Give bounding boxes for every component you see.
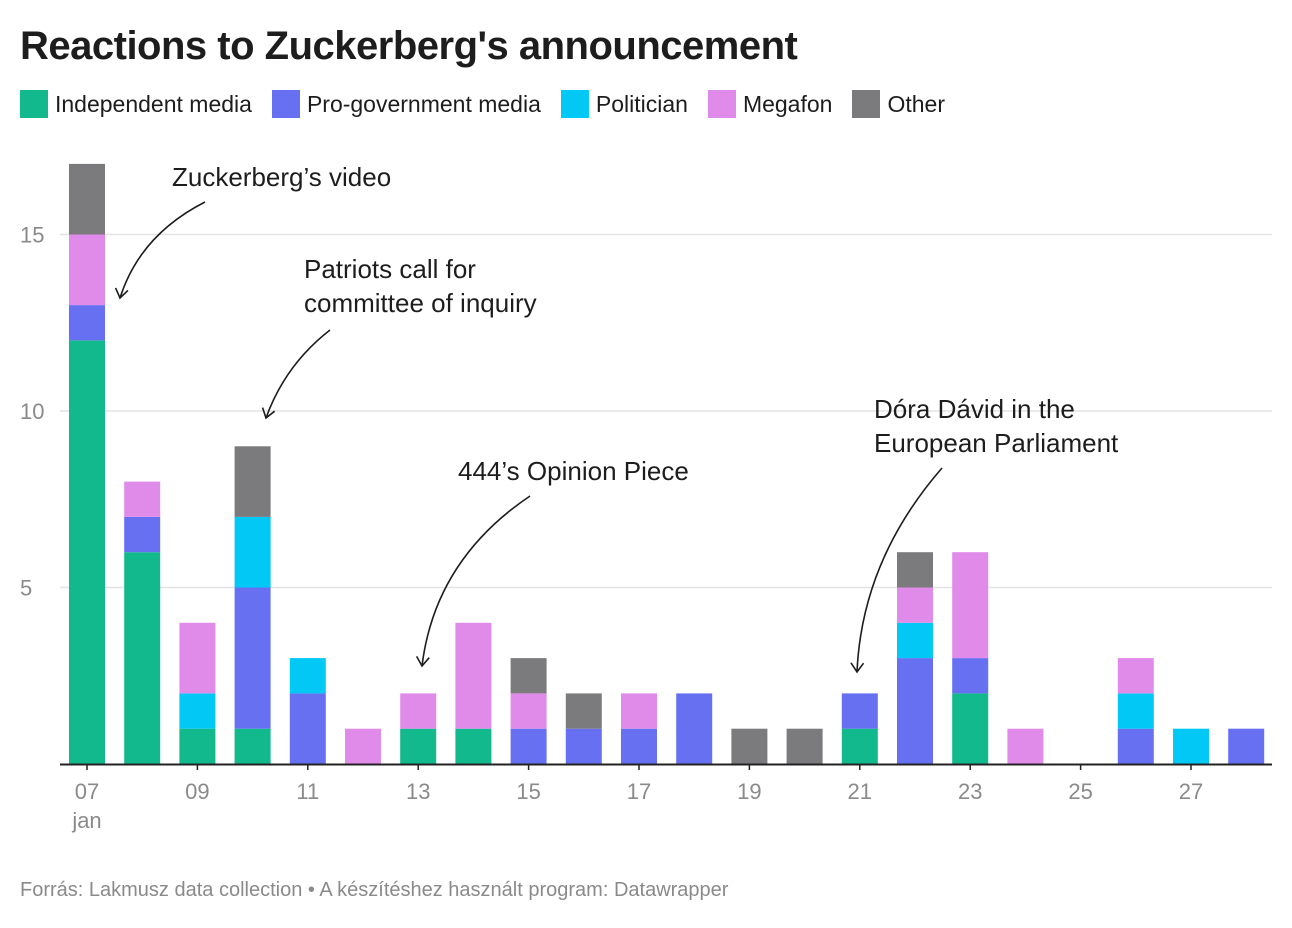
legend-swatch	[20, 90, 48, 118]
x-tick-label: 13	[406, 779, 430, 804]
bar-segment	[234, 446, 271, 517]
annotation-arrowhead	[415, 656, 430, 668]
annotation-arrow	[119, 201, 206, 299]
bar-segment	[676, 693, 713, 764]
y-tick-label: 5	[20, 576, 32, 601]
legend-swatch	[852, 90, 881, 118]
annotation-label: European Parliament	[874, 428, 1119, 458]
x-tick-label: 19	[737, 779, 761, 804]
x-tick-label: 17	[627, 779, 651, 804]
chart-title: Reactions to Zuckerberg's announcement	[20, 24, 798, 68]
bar-segment	[786, 728, 823, 764]
legend-item: Pro-government media	[271, 90, 541, 118]
annotation-arrowhead	[850, 662, 865, 674]
legend-item: Other	[852, 90, 945, 118]
legend-label: Independent media	[55, 90, 252, 117]
bar-segment	[345, 728, 381, 764]
bar-segment	[1117, 728, 1154, 764]
x-tick-label: 09	[185, 779, 209, 804]
legend-item: Independent media	[20, 90, 252, 118]
bar-segment	[510, 728, 547, 764]
bar-segment	[1117, 658, 1154, 694]
x-tick-label: 23	[958, 779, 982, 804]
bar-segment	[289, 693, 326, 764]
annotation-arrowhead	[114, 287, 129, 300]
bar-segment	[621, 728, 657, 764]
bar-segment	[897, 658, 933, 764]
annotation-arrow	[421, 495, 531, 667]
x-tick-label: 15	[516, 779, 540, 804]
bar-segment	[124, 481, 161, 517]
bar-segment	[179, 693, 216, 729]
x-tick-label: 21	[848, 779, 872, 804]
bar-segment	[510, 658, 547, 694]
bar-segment	[124, 552, 161, 764]
bar-segment	[565, 693, 602, 729]
x-tick-sublabel: jan	[71, 808, 101, 833]
legend-item: Politician	[560, 90, 688, 118]
bar-segment	[179, 728, 216, 764]
x-tick-label: 27	[1179, 779, 1203, 804]
bar-segment	[69, 234, 105, 306]
bar-segment	[455, 622, 492, 729]
bar-segment	[841, 728, 878, 764]
y-tick-label: 10	[20, 399, 44, 424]
x-tick-label: 25	[1068, 779, 1092, 804]
legend-label: Megafon	[742, 90, 833, 117]
bar-segment	[69, 340, 105, 764]
annotation-arrowhead	[261, 407, 276, 420]
legend-label: Pro-government media	[306, 90, 541, 117]
bar-segment	[179, 622, 216, 694]
annotation-label: 444’s Opinion Piece	[458, 456, 689, 486]
annotation-label: Patriots call for	[304, 254, 476, 284]
bar-segment	[1117, 693, 1154, 729]
bar-segment	[1173, 728, 1209, 764]
bar-segment	[234, 516, 271, 588]
bar-segment	[952, 658, 989, 694]
bar-segment	[234, 728, 271, 764]
bar-segment	[69, 305, 105, 341]
x-tick-label: 11	[296, 779, 319, 804]
legend-swatch	[271, 90, 300, 118]
bar-segment	[897, 552, 933, 588]
bar-segment	[1228, 728, 1265, 764]
bar-segment	[952, 552, 989, 659]
annotation-arrow	[265, 329, 331, 419]
bar-segment	[124, 516, 161, 553]
chart-area: 5 10 15 07 09 11 13 15 17 19 21 23 25 27 jan Zuckerberg…	[20, 162, 1272, 833]
bar-segment	[289, 658, 326, 694]
source-note: Forrás: Lakmusz data collection • A kész…	[20, 879, 729, 901]
legend-item: Megafon	[707, 90, 833, 118]
legend-swatch	[560, 90, 589, 118]
bar-segment	[897, 622, 933, 659]
bar-segment	[400, 728, 437, 764]
bar-segment	[621, 693, 657, 729]
bar-segment	[565, 728, 602, 764]
legend-swatch	[707, 90, 736, 118]
legend-label: Other	[887, 90, 945, 117]
bar-segment	[1007, 728, 1044, 764]
x-tick-label: 07	[75, 779, 99, 804]
bar-segment	[400, 693, 437, 729]
y-tick-label: 15	[20, 223, 44, 248]
legend: Independent media Pro-government media Pol…	[20, 90, 965, 118]
bar-segment	[841, 693, 878, 729]
bar-segment	[69, 163, 105, 235]
bar-segment	[455, 728, 492, 764]
bar-segment	[952, 693, 989, 764]
bar-segment	[897, 587, 933, 623]
annotation-label: Zuckerberg’s video	[172, 162, 391, 192]
bar-segment	[234, 587, 271, 729]
legend-label: Politician	[595, 90, 688, 117]
annotation-label: Dóra Dávid in the	[874, 394, 1075, 424]
bar-segment	[731, 728, 768, 764]
annotation-arrow	[856, 467, 943, 673]
bar-segment	[510, 693, 547, 729]
annotation-label: committee of inquiry	[304, 288, 537, 318]
